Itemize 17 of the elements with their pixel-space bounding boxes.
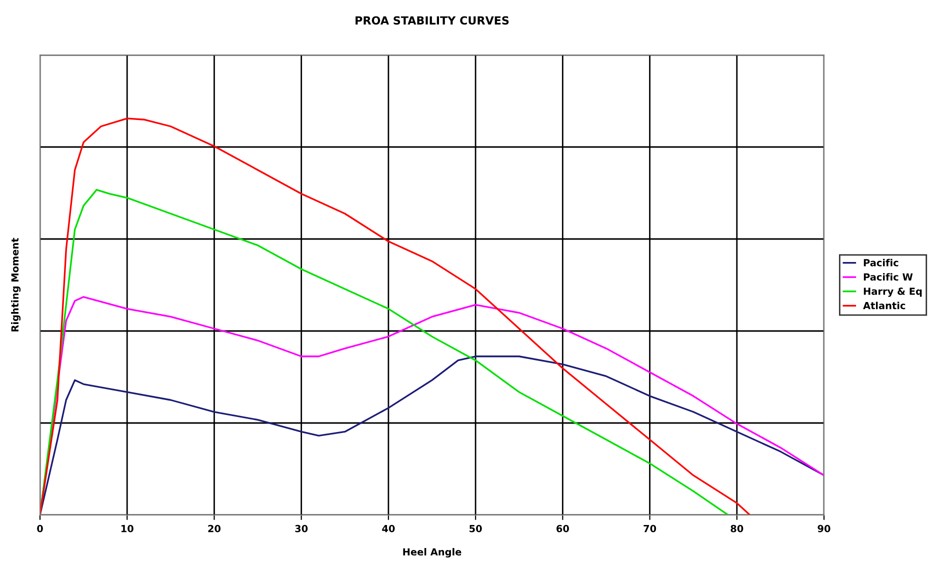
x-tick-label: 20 (208, 524, 221, 532)
x-tick-label: 0 (37, 524, 43, 532)
y-axis-title: Righting Moment (11, 238, 21, 332)
x-axis-title: Heel Angle (403, 548, 462, 558)
legend-label: Harry & Eq (864, 288, 922, 297)
x-tick-label: 60 (556, 524, 569, 532)
x-tick-label: 90 (818, 524, 830, 532)
legend-label: Atlantic (863, 302, 906, 310)
x-tick-label: 50 (470, 524, 482, 532)
x-tick-label: 30 (295, 524, 308, 532)
x-tick-label: 10 (121, 524, 134, 532)
legend-label: Pacific (864, 258, 898, 266)
legend-label: Pacific W (864, 273, 913, 281)
chart-title: PROA STABILITY CURVES (356, 16, 509, 25)
x-tick-label: 80 (730, 524, 744, 532)
x-tick-label: 40 (382, 524, 395, 532)
x-tick-label: 70 (644, 524, 656, 532)
